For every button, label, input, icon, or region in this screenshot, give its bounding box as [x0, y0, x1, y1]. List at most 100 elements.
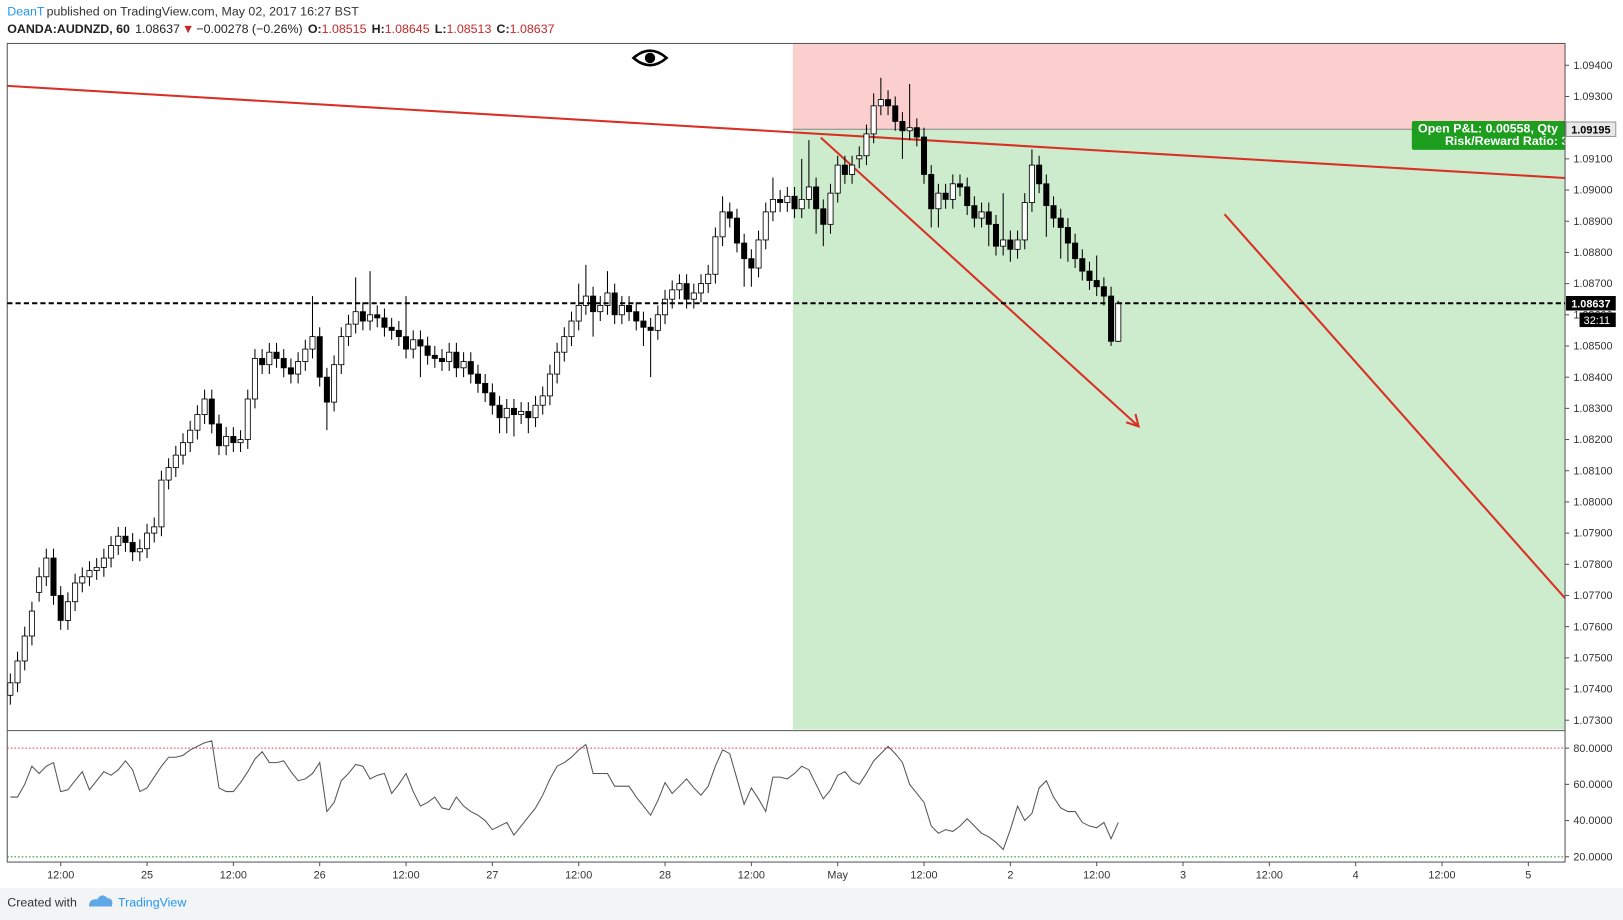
l: 1.08513 [447, 22, 492, 36]
candle-body [798, 198, 805, 210]
candle-body [834, 164, 841, 194]
x-tick-label: 4 [1353, 870, 1359, 882]
candle-body [417, 339, 424, 347]
candle-body [36, 576, 43, 593]
candle-body [424, 345, 431, 356]
candle-body [546, 373, 553, 397]
candle-body [748, 258, 755, 269]
candle-body [676, 283, 683, 291]
projection-line [1223, 213, 1566, 599]
candle-body [100, 557, 107, 568]
candle-body [57, 595, 64, 621]
candle-body [755, 239, 762, 269]
candle-body [489, 392, 496, 406]
candle-body [446, 351, 453, 362]
candle-body [503, 407, 510, 419]
arrow-head [1125, 413, 1141, 428]
candle-body [251, 358, 258, 400]
candle-body [633, 311, 640, 322]
candle-body [870, 105, 877, 135]
candle-body [50, 557, 57, 596]
candle-body [273, 351, 280, 359]
candle-body [726, 211, 733, 219]
footer-brand[interactable]: TradingView [118, 896, 186, 910]
rsi-line [10, 740, 1119, 851]
candle-body [438, 358, 446, 362]
symbol: OANDA:AUDNZD, 60 [7, 22, 130, 36]
candle-body [705, 273, 712, 285]
candle-body [618, 305, 625, 316]
candle-body [532, 404, 539, 419]
candle-body [331, 364, 338, 403]
candle-body [741, 242, 748, 260]
l-label: L: [435, 22, 447, 36]
candle-body [367, 314, 374, 322]
candle-body [582, 295, 589, 306]
rsi-tick-label: 40.0000 [1573, 815, 1612, 827]
x-tick-label: 12:00 [220, 870, 247, 882]
x-tick-label: 12:00 [392, 870, 419, 882]
candle-body [568, 320, 575, 338]
candle-body [431, 354, 438, 359]
candle-body [467, 361, 474, 375]
candle-body [482, 382, 489, 394]
candle-body [942, 192, 949, 200]
candle-body [1036, 164, 1043, 185]
candle-body [784, 195, 791, 203]
candle-body [352, 311, 359, 325]
o-label: O: [308, 22, 322, 36]
tv-logo[interactable] [89, 895, 113, 907]
candle-body [151, 526, 158, 534]
candle-body [194, 414, 201, 431]
y-tick-label: 1.08000 [1573, 497, 1612, 509]
candle-body [964, 186, 971, 207]
change: −0.00278 (−0.26%) [196, 22, 302, 36]
candle-body [554, 351, 561, 375]
candle-body [1064, 227, 1071, 244]
candle-body [654, 314, 661, 331]
candle-body [403, 336, 410, 350]
h: 1.08645 [385, 22, 430, 36]
candle-body [115, 535, 122, 546]
candle-body [992, 223, 999, 247]
candle-body [525, 411, 532, 419]
rsi-tick-label: 80.0000 [1573, 743, 1612, 755]
arrow: ▼ [182, 22, 194, 36]
candle-body [122, 535, 129, 543]
candle-body [518, 411, 525, 416]
candle-body [410, 339, 417, 350]
candle-body [863, 133, 870, 157]
candle-body [309, 336, 316, 350]
candle-body [1093, 280, 1100, 288]
candle-body [899, 121, 906, 132]
eye-icon[interactable] [631, 49, 669, 67]
candle-body [921, 136, 928, 175]
y-tick-label: 1.07900 [1573, 528, 1612, 540]
candle-body [43, 557, 50, 578]
y-tick-label: 1.07600 [1573, 621, 1612, 633]
candle-body [791, 195, 798, 210]
candle-body [769, 198, 776, 213]
plot-frame [6, 42, 1566, 863]
candle-body [1028, 164, 1035, 203]
candle-body [287, 367, 294, 375]
candle-body [733, 217, 740, 244]
candle-body [928, 174, 935, 210]
x-tick-label: 2 [1007, 870, 1013, 882]
candle-body [913, 127, 920, 138]
x-tick-label: 5 [1525, 870, 1531, 882]
candle-body [604, 292, 611, 306]
publisher[interactable]: DeanT [7, 5, 45, 19]
candle-body [877, 99, 884, 107]
countdown: 32:11 [1584, 315, 1610, 327]
y-tick-label: 1.08400 [1573, 372, 1612, 384]
candle-body [712, 236, 719, 275]
footer-bar [0, 887, 1623, 920]
candle-body [474, 373, 481, 384]
candle-body [849, 164, 856, 175]
candle-body [129, 542, 136, 553]
drawings [7, 49, 1566, 599]
candles [7, 77, 1122, 705]
candle-body [395, 329, 402, 338]
